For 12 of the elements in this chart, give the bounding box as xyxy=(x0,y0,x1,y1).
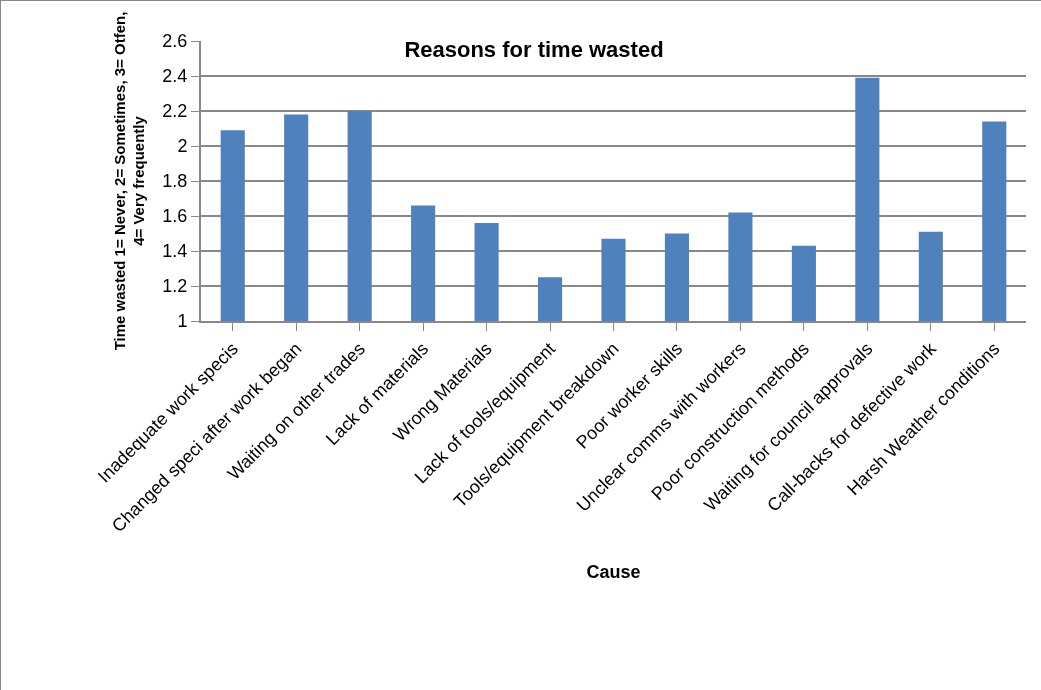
y-tick-label: 1.6 xyxy=(162,206,188,227)
x-axis-title: Cause xyxy=(586,561,641,582)
y-tick-label: 1.8 xyxy=(162,171,188,192)
y-tick-label: 2.6 xyxy=(162,31,188,52)
y-tick-label: 2 xyxy=(177,136,188,157)
chart-title: Reasons for time wasted xyxy=(404,37,664,62)
y-tick-label: 1.4 xyxy=(162,241,188,262)
y-tick-label: 2.2 xyxy=(162,101,188,122)
y-tick-label: 1.2 xyxy=(162,276,188,297)
y-axis-title: Time wasted 1= Never, 2= Sometimes, 3= Otfen, 4= Very frequently xyxy=(110,11,148,351)
y-tick-label: 2.4 xyxy=(162,66,188,87)
y-tick-label: 1 xyxy=(177,311,188,332)
